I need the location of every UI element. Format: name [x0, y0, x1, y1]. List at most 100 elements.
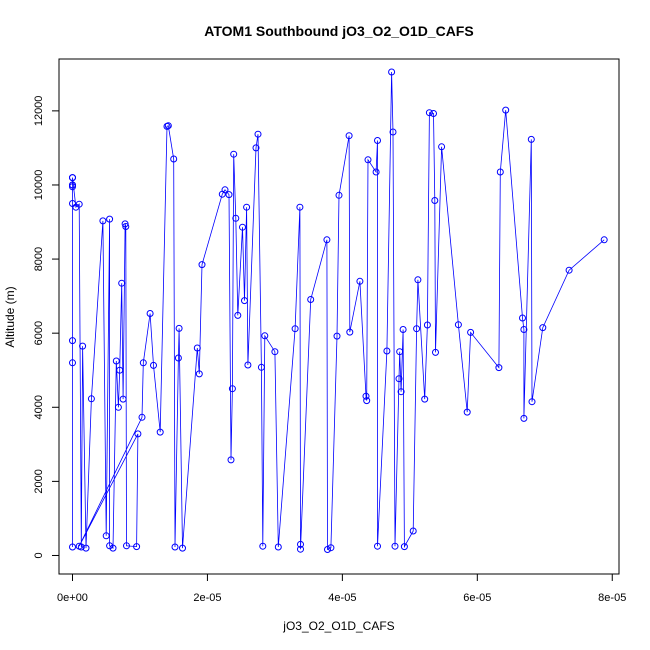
- data-point: [423, 321, 431, 329]
- data-point: [119, 395, 127, 403]
- data-point: [397, 388, 405, 396]
- data-point: [112, 357, 120, 365]
- x-tick-label: 8e-05: [598, 592, 626, 604]
- data-point: [87, 395, 95, 403]
- data-point: [99, 217, 107, 225]
- data-point: [118, 279, 126, 287]
- data-point: [467, 328, 475, 336]
- data-point: [495, 364, 503, 372]
- data-point: [69, 174, 76, 182]
- data-point: [463, 408, 471, 416]
- data-point: [496, 168, 504, 176]
- data-point: [252, 144, 260, 152]
- data-point: [520, 326, 528, 333]
- data-point: [414, 276, 422, 284]
- data-point: [432, 348, 439, 356]
- data-point: [230, 150, 238, 158]
- data-point: [502, 106, 510, 114]
- data-point: [232, 214, 240, 222]
- data-point: [374, 542, 381, 550]
- data-point: [431, 197, 439, 204]
- data-point: [438, 143, 446, 151]
- x-axis: 0e+00 2e-05 4e-05 6e-05 8e-05: [57, 574, 626, 604]
- data-point: [519, 314, 526, 322]
- data-point: [243, 203, 251, 211]
- data-point: [69, 337, 76, 345]
- y-tick-label: 4000: [33, 395, 45, 419]
- data-point: [164, 122, 172, 130]
- data-point: [333, 332, 341, 340]
- data-point: [82, 544, 90, 552]
- data-point: [345, 132, 353, 140]
- data-point: [228, 385, 236, 393]
- data-point: [179, 544, 186, 552]
- x-tick-label: 4e-05: [328, 592, 356, 604]
- y-axis: 0 2000 4000 6000 8000 10000 12000: [33, 96, 59, 559]
- data-point: [193, 344, 201, 352]
- data-point: [323, 236, 331, 244]
- data-point: [388, 68, 396, 76]
- series-lines: [72, 71, 605, 551]
- data-point: [364, 156, 372, 164]
- data-point: [259, 542, 267, 550]
- data-point: [372, 168, 380, 176]
- data-point: [106, 215, 114, 223]
- data-point: [297, 540, 304, 548]
- data-point: [254, 130, 262, 138]
- data-point: [374, 137, 381, 144]
- y-tick-label: 0: [33, 552, 45, 558]
- data-point: [539, 324, 547, 332]
- data-point: [454, 321, 462, 329]
- data-point: [257, 363, 265, 371]
- y-tick-label: 2000: [33, 469, 45, 493]
- data-point: [291, 325, 299, 333]
- data-point: [425, 109, 433, 117]
- data-point: [413, 325, 421, 333]
- series-points: [69, 68, 608, 553]
- data-point: [139, 359, 147, 367]
- data-point: [400, 543, 408, 551]
- data-point: [409, 527, 417, 535]
- data-point: [225, 191, 233, 199]
- data-point: [274, 543, 282, 551]
- data-point: [79, 342, 87, 350]
- data-point: [296, 203, 304, 211]
- data-point: [123, 542, 130, 550]
- data-point: [114, 403, 122, 411]
- x-axis-label: jO3_O2_O1D_CAFS: [282, 619, 394, 633]
- data-point: [324, 546, 331, 553]
- data-point: [430, 110, 437, 117]
- y-tick-label: 8000: [33, 247, 45, 271]
- data-point: [239, 223, 246, 231]
- data-point: [174, 354, 182, 362]
- data-point: [261, 332, 269, 340]
- data-point: [198, 261, 206, 269]
- data-point: [138, 413, 146, 421]
- data-point: [134, 430, 142, 438]
- data-point: [527, 135, 535, 143]
- data-point: [395, 375, 403, 383]
- data-point: [244, 361, 252, 369]
- data-point: [175, 324, 183, 332]
- x-tick-label: 6e-05: [463, 592, 491, 604]
- y-tick-label: 10000: [33, 170, 45, 201]
- y-tick-label: 12000: [33, 96, 45, 127]
- data-point: [234, 311, 242, 319]
- data-point: [69, 359, 76, 367]
- y-tick-label: 6000: [33, 321, 45, 345]
- plot-frame: [58, 58, 620, 575]
- data-point: [307, 296, 315, 303]
- data-point: [346, 328, 354, 336]
- data-point: [383, 347, 391, 355]
- data-point: [335, 191, 343, 199]
- data-point: [156, 428, 164, 436]
- x-tick-label: 2e-05: [193, 592, 221, 604]
- data-point: [171, 543, 179, 551]
- data-point: [102, 532, 110, 540]
- data-point: [116, 366, 124, 374]
- data-point: [122, 223, 130, 230]
- data-point: [421, 395, 429, 403]
- data-point: [297, 545, 304, 553]
- data-point: [327, 544, 335, 552]
